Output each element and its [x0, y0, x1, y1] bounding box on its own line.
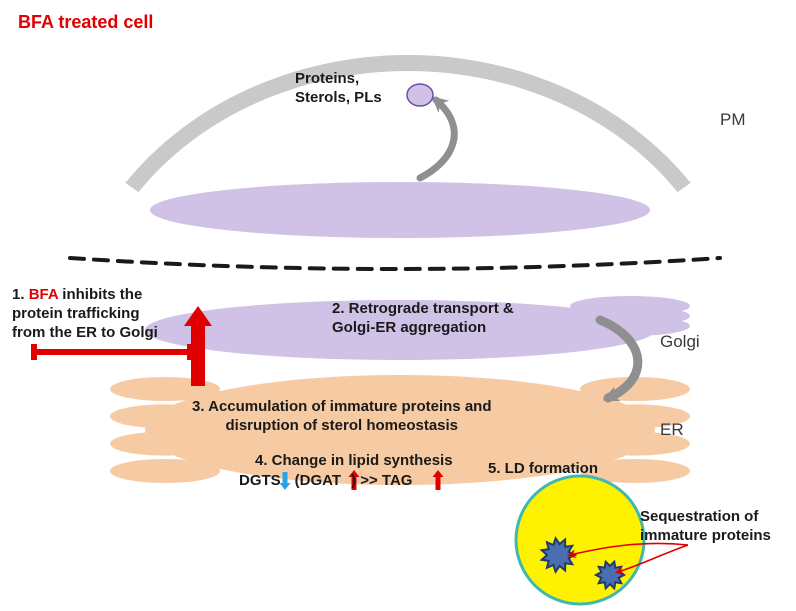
step1-text: 1. BFA inhibits theprotein traffickingfr…: [12, 286, 158, 342]
step3-text: 3. Accumulation of immature proteins and…: [192, 398, 492, 436]
upper-golgi-ellipse: [150, 182, 650, 238]
dashed-separator: [70, 258, 720, 269]
secretory-vesicle: [407, 84, 433, 106]
pm-label: PM: [720, 110, 746, 130]
er-label: ER: [660, 420, 684, 440]
anterograde-arrow: [420, 100, 454, 178]
sequestration-text: Sequestration ofimmature proteins: [640, 508, 771, 546]
figure-title: BFA treated cell: [18, 12, 153, 33]
step2-text: 2. Retrograde transport &Golgi-ER aggreg…: [332, 300, 514, 338]
step5-text: 5. LD formation: [488, 460, 598, 479]
plasma-membrane-arc: [125, 55, 690, 192]
lipid-droplet: [516, 476, 644, 604]
er-lobe: [110, 459, 220, 483]
golgi-label: Golgi: [660, 332, 700, 352]
vesicle-cargo-label: Proteins,Sterols, PLs: [295, 70, 382, 108]
step4-text: 4. Change in lipid synthesis: [255, 452, 453, 471]
step4-formula: DGTS(DGAT) >> TAG: [239, 472, 422, 491]
